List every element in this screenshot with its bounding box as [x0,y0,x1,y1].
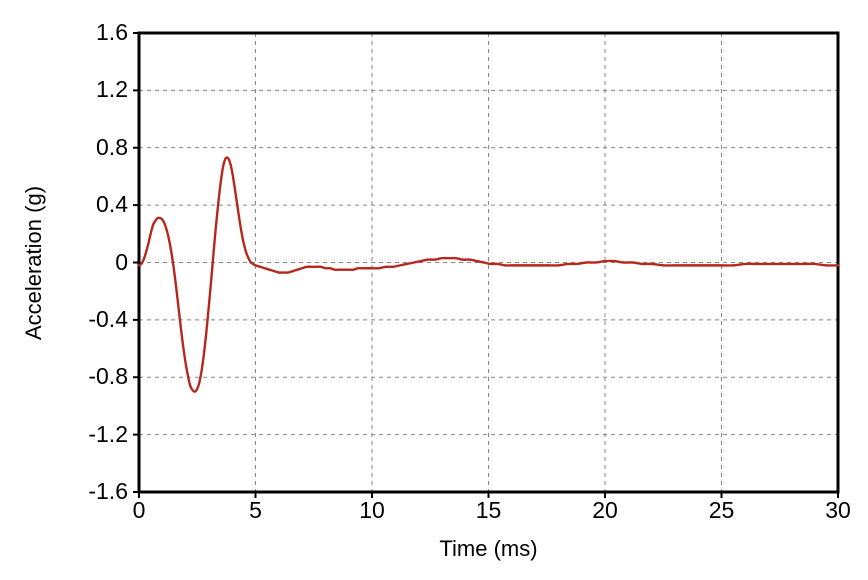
y-axis-tick-label: -0.4 [88,305,128,332]
y-axis-tick-label: 0.4 [96,191,128,218]
x-axis-tick-label: 20 [592,497,618,523]
y-axis-tick-label: 0 [115,248,128,275]
y-axis-tick-label: 1.2 [96,76,128,103]
x-axis-tick-label: 15 [475,497,502,523]
y-axis-tick-label: -1.2 [88,420,128,447]
plot-frame [137,31,840,494]
y-axis-tick-labels: 1.6 1.2 0.8 0.4 0 -0.4 -0.8 -1.2 -1.6 [0,0,128,580]
y-axis-tick-label: -1.6 [88,478,128,504]
x-axis-tick-label: 10 [359,497,385,523]
x-axis-title: Time (ms) [439,536,538,561]
y-axis-tick-label: 1.6 [96,19,128,45]
x-axis-tick-label: 0 [132,497,146,523]
x-axis-tick-label: 25 [708,497,735,523]
y-axis-tick-label: 0.8 [96,133,128,160]
x-axis-tick-label: 30 [825,497,851,523]
x-axis-tick-label: 5 [249,497,262,523]
data-series-line [137,156,840,393]
y-axis-tick-label: -0.8 [88,363,128,390]
